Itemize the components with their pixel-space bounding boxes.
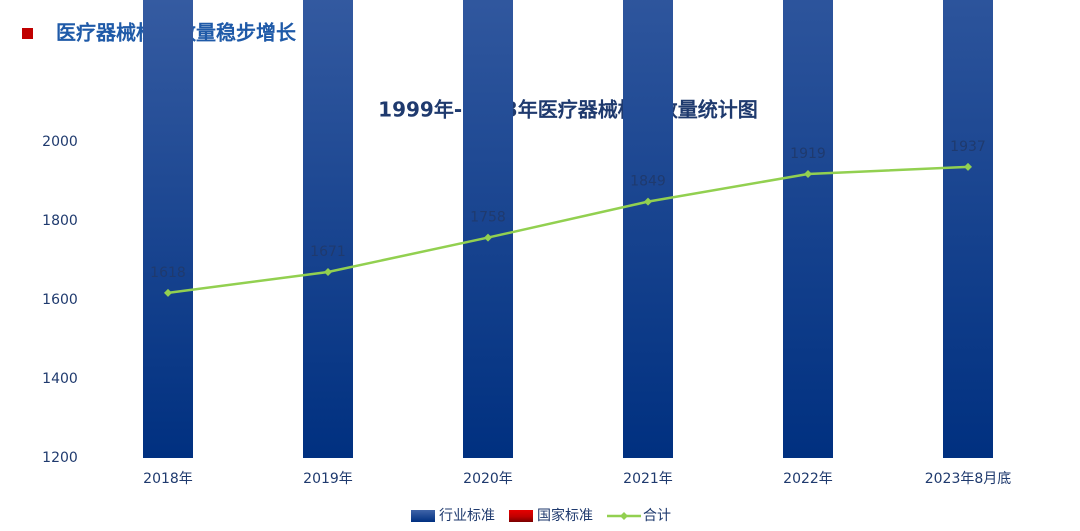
x-tick-label: 2021年 — [623, 471, 673, 487]
value-label: 1919 — [790, 146, 826, 162]
value-label: 1671 — [310, 244, 346, 260]
value-label: 1849 — [630, 174, 666, 190]
line-marker — [804, 169, 812, 178]
chart-title: 1999年-2023年医疗器械标准数量统计图 — [378, 98, 758, 122]
x-tick-label: 2020年 — [463, 471, 513, 487]
y-tick-label: 1200 — [42, 450, 78, 466]
y-tick-label: 2000 — [42, 134, 78, 150]
y-tick-label: 1800 — [42, 213, 78, 229]
line-marker — [964, 162, 972, 171]
bar — [303, 0, 353, 458]
bar — [943, 0, 993, 458]
bar — [143, 0, 193, 458]
x-tick-label: 2023年8月底 — [925, 471, 1012, 487]
value-label: 1758 — [470, 210, 506, 226]
y-tick-label: 1600 — [42, 292, 78, 308]
legend-label: 国家标准 — [537, 507, 593, 524]
header-bullet — [22, 28, 33, 39]
legend-label: 合计 — [643, 508, 671, 524]
legend-label: 行业标准 — [439, 508, 495, 524]
x-tick-label: 2018年 — [143, 471, 193, 487]
value-label: 1937 — [950, 139, 986, 155]
bar — [623, 0, 673, 458]
line — [167, 165, 969, 295]
legend-marker — [620, 512, 628, 520]
line-marker — [484, 233, 492, 242]
line-marker — [644, 197, 652, 206]
bar — [463, 0, 513, 458]
value-label: 1618 — [150, 265, 186, 281]
bar — [783, 0, 833, 458]
legend-swatch — [509, 510, 533, 522]
x-tick-label: 2022年 — [783, 471, 833, 487]
line-marker — [324, 267, 332, 276]
x-tick-label: 2019年 — [303, 471, 353, 487]
line-marker — [164, 288, 172, 297]
legend-swatch — [411, 510, 435, 522]
y-tick-label: 1400 — [42, 371, 78, 387]
